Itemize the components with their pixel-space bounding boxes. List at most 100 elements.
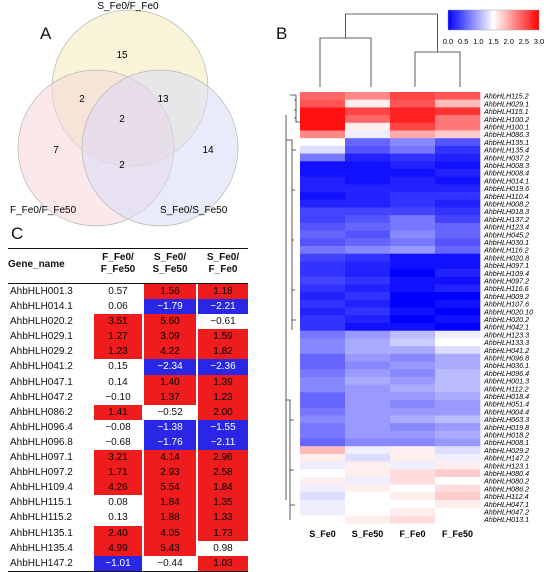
heatmap-cell (345, 338, 391, 347)
heatmap-cell (300, 184, 346, 193)
value-cell: −0.44 (144, 555, 196, 571)
value-cell: 1.23 (198, 389, 248, 405)
heatmap-cell (345, 130, 391, 139)
value-cell: 4.05 (144, 525, 196, 541)
header-col2: S_Fe0/ S_Fe50 (144, 252, 196, 276)
heatmap-cell (345, 315, 391, 324)
heatmap-cell (435, 461, 481, 470)
heatmap-cell (435, 115, 481, 124)
heatmap-cell (390, 430, 436, 439)
value-cell: −1.01 (94, 555, 142, 571)
heatmap-column-label: S_Fe0 (309, 529, 336, 539)
heatmap-cell (300, 99, 346, 108)
value-cell: −0.61 (198, 314, 248, 330)
heatmap-cell (300, 400, 346, 408)
heatmap-cell (345, 346, 391, 355)
venn-diagram: S_Fe0/F_Fe0 F_Fe0/F_Fe50 S_Fe0/S_Fe50 15… (10, 1, 239, 227)
heatmap-row-label: AhbHLH116.2 (483, 246, 529, 255)
heatmap-row-label: AhbHLH123.3 (483, 330, 529, 339)
value-cell: 1.84 (198, 480, 248, 496)
heatmap-cell (390, 153, 436, 162)
heatmap-cell (345, 453, 391, 462)
heatmap-row-label: AhbHLH009.2 (483, 292, 529, 301)
colorbar-tick-label: 2.0 (503, 37, 513, 46)
gene-name-cell: AhbHLH097.1 (10, 452, 73, 464)
heatmap-cell (435, 107, 481, 116)
value-cell: 5.54 (144, 480, 196, 496)
header-col2-line2: S_Fe50 (152, 264, 188, 275)
value-cell: −1.79 (144, 299, 196, 315)
heatmap-row-label: AhbHLH110.4 (483, 192, 529, 201)
heatmap-cell (435, 222, 481, 231)
value-cell: 1.73 (198, 525, 248, 541)
heatmap-row-label: AhbHLH100.2 (483, 115, 529, 124)
heatmap-row-label: AhbHLH123.4 (483, 223, 529, 232)
panel-label-c: C (11, 224, 24, 243)
heatmap-cell (435, 492, 481, 501)
heatmap-cell (390, 130, 436, 139)
heatmap-cell (300, 376, 346, 385)
gene-name-cell: AhbHLH020.2 (10, 316, 73, 328)
heatmap-cell (345, 292, 391, 301)
heatmap-cell (300, 469, 346, 478)
gene-name-cell: AhbHLH109.4 (10, 482, 73, 494)
gene-name-cell: AhbHLH001.3 (10, 286, 73, 297)
heatmap-cell (435, 353, 481, 362)
heatmap-cell (390, 438, 436, 447)
heatmap-cell (435, 145, 481, 154)
heatmap-cell (435, 138, 481, 147)
gene-name-cell: AhbHLH047.2 (10, 391, 73, 403)
heatmap-cell (435, 92, 481, 100)
heatmap-cell (435, 446, 481, 455)
heatmap-cell (435, 199, 481, 208)
venn-count-left-only: 7 (53, 145, 59, 156)
heatmap-cell (300, 222, 346, 231)
heatmap-cell (390, 161, 436, 170)
heatmap-cell (390, 184, 436, 193)
heatmap-row-label: AhbHLH036.1 (483, 361, 529, 370)
heatmap-cell (300, 346, 346, 355)
heatmap-cell (345, 145, 391, 154)
heatmap-row-label: AhbHLH086.2 (483, 484, 529, 493)
value-cell: 2.93 (144, 465, 196, 481)
heatmap-cell (300, 276, 346, 285)
heatmap-cell (345, 92, 391, 100)
gene-name-cell: AhbHLH115.1 (10, 497, 73, 509)
heatmap-cell (435, 238, 481, 247)
heatmap-cell (345, 515, 391, 524)
heatmap-row-label: AhbHLH042.1 (483, 323, 529, 332)
value-cell: −2.34 (144, 359, 196, 375)
heatmap-cell (390, 330, 436, 339)
heatmap-cell (390, 323, 436, 331)
heatmap-cell (300, 299, 346, 308)
heatmap-cell (435, 438, 481, 447)
value-cell: −0.52 (144, 404, 196, 420)
value-cell: 0.08 (94, 495, 142, 511)
heatmap-cell (435, 153, 481, 162)
heatmap-cell (345, 184, 391, 193)
value-cell: 0.15 (94, 359, 142, 375)
heatmap-cell (435, 99, 481, 108)
heatmap-cell (345, 330, 391, 339)
value-cell: 1.35 (198, 495, 248, 511)
heatmap-cell (345, 492, 391, 501)
dendro-row-top (290, 94, 300, 123)
heatmap-row-label: AhbHLH045.2 (483, 230, 529, 239)
heatmap-cell (435, 269, 481, 278)
heatmap-cell (435, 261, 481, 270)
table-row: AhbHLH096.8 −0.68 −1.76 −2.11 (8, 434, 248, 451)
heatmap-cell (345, 115, 391, 124)
heatmap-cell (390, 353, 436, 362)
venn-set-label-right: S_Fe0/S_Fe50 (160, 205, 228, 216)
heatmap-cell (435, 284, 481, 293)
value-cell: 2.40 (94, 525, 142, 541)
heatmap-cell (345, 369, 391, 378)
gene-name-cell: AhbHLH147.2 (10, 557, 73, 569)
table-row: AhbHLH135.4 4.99 5.43 0.98 (8, 540, 248, 556)
dendro-col-link-1 (319, 37, 372, 87)
heatmap-cell (435, 369, 481, 378)
value-cell: 2.96 (198, 450, 248, 466)
heatmap-row-label: AhbHLH047.2 (483, 508, 529, 517)
heatmap-cell (300, 353, 346, 362)
heatmap-row-label: AhbHLH096.4 (483, 369, 529, 378)
